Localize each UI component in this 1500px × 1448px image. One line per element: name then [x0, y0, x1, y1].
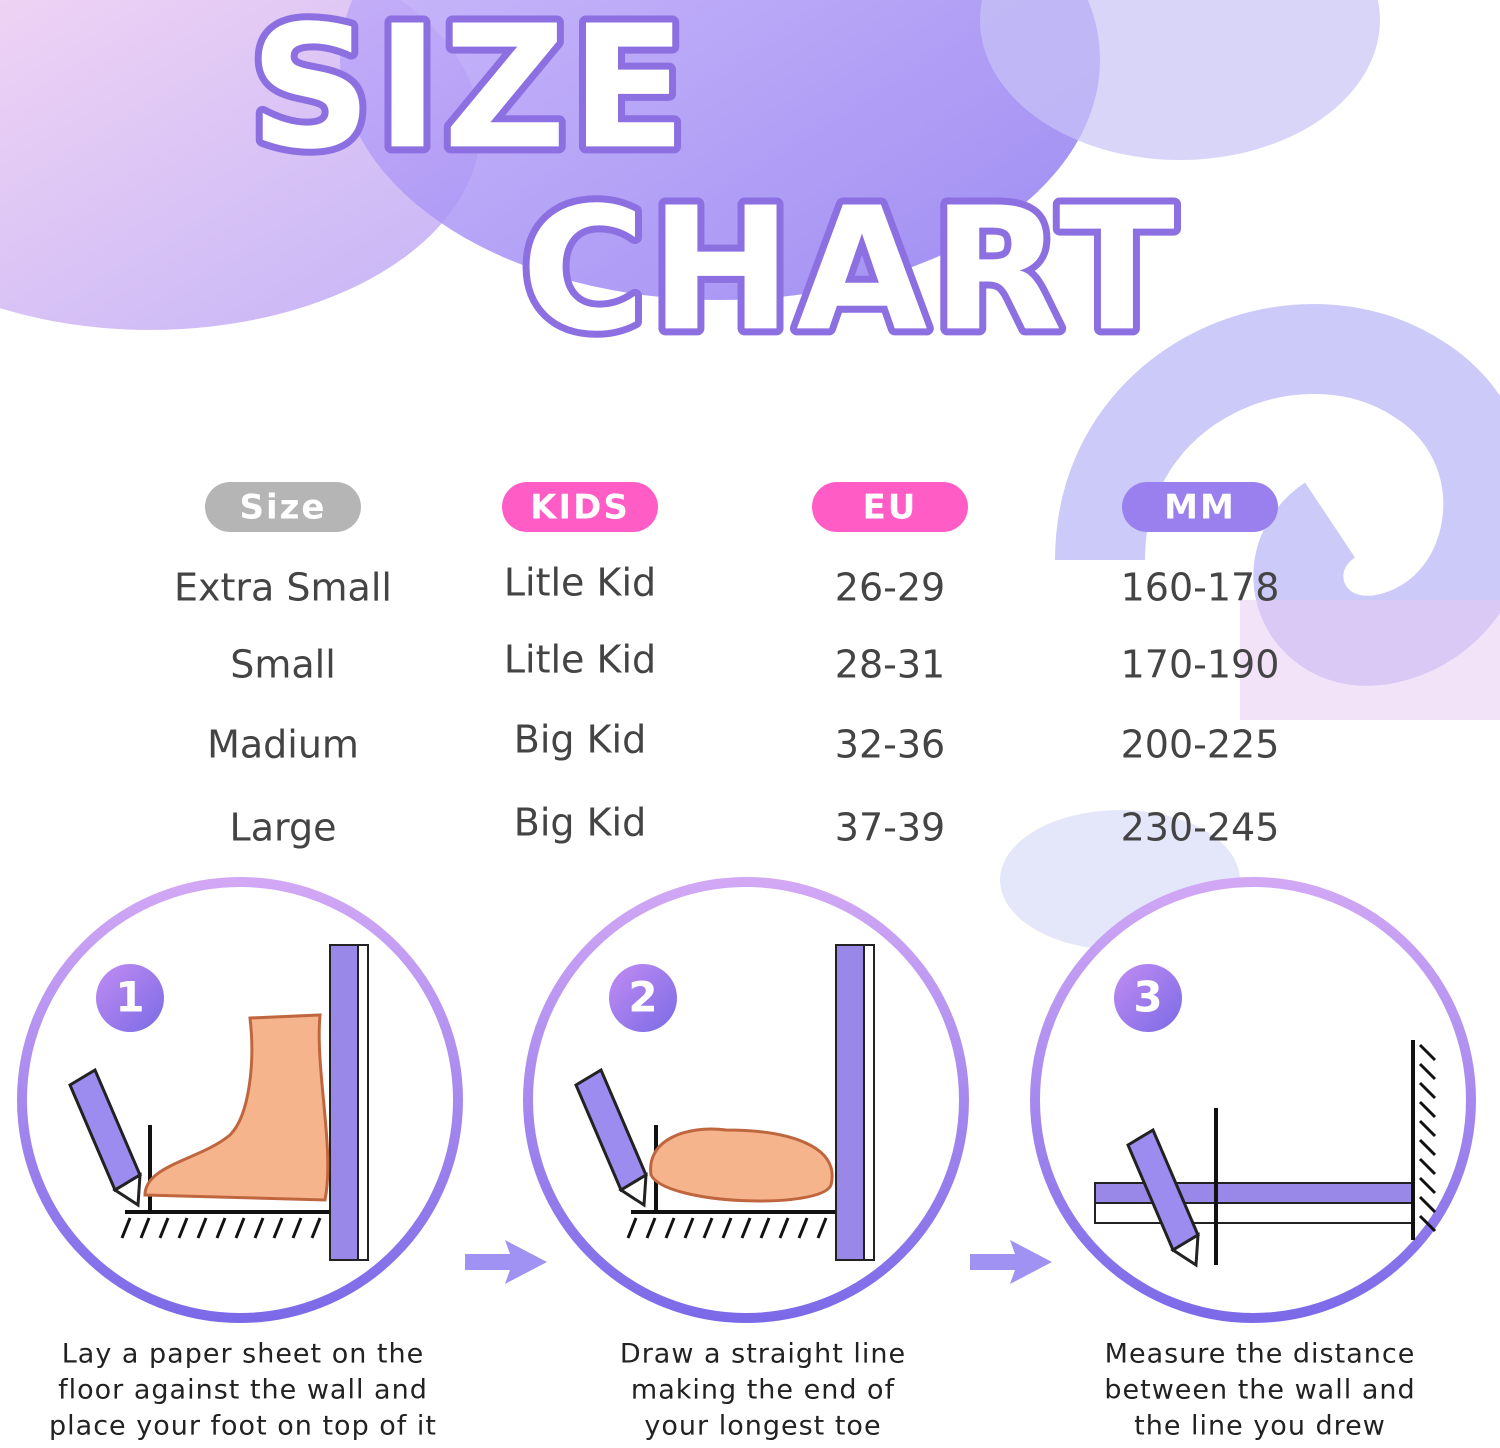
- table-cell: Large: [230, 806, 337, 850]
- step-badge: [96, 964, 164, 1032]
- header-label: KIDS: [530, 488, 630, 528]
- ruler-edge: [357, 944, 369, 1261]
- hatch: [1418, 1176, 1437, 1195]
- hatch: [1418, 1062, 1437, 1081]
- step-caption: the line you drew: [1134, 1411, 1386, 1442]
- hatch: [626, 1217, 638, 1239]
- arrow: [970, 1240, 1052, 1284]
- hatch: [702, 1217, 714, 1239]
- step-caption: place your foot on top of it: [49, 1411, 437, 1442]
- hatch: [253, 1217, 265, 1239]
- hatch: [177, 1217, 189, 1239]
- step-number: 3: [1133, 973, 1162, 1022]
- step-caption: making the end of: [631, 1375, 896, 1406]
- ruler-scale: [1094, 1182, 1414, 1204]
- header-pill: [1122, 482, 1278, 532]
- header-label: EU: [863, 488, 918, 528]
- hatch: [816, 1217, 828, 1239]
- step-badge: [1114, 964, 1182, 1032]
- table-cell: Madium: [207, 723, 359, 767]
- table-cell: 230-245: [1121, 806, 1280, 850]
- step: 2 Draw a straight line making the end of yo…: [523, 877, 969, 1442]
- hatch: [215, 1217, 227, 1239]
- header-label: Size: [240, 488, 327, 528]
- hatch: [759, 1217, 771, 1239]
- step: 3 Measure the distance between the wall an…: [1030, 877, 1476, 1442]
- hatch: [1418, 1100, 1437, 1119]
- hatch: [272, 1217, 284, 1239]
- hatch: [158, 1217, 170, 1239]
- foot: [143, 1013, 330, 1202]
- table-cell: Small: [230, 643, 336, 687]
- hatch: [797, 1217, 809, 1239]
- header-pill: [205, 482, 361, 532]
- table-cell: 32-36: [835, 723, 945, 767]
- step-caption: your longest toe: [644, 1411, 881, 1442]
- hatch: [778, 1217, 790, 1239]
- hatch: [310, 1217, 322, 1239]
- hatch: [645, 1217, 657, 1239]
- table-cell: Litle Kid: [504, 638, 656, 682]
- step: 1 Lay a paper sheet on the floor against t…: [17, 877, 463, 1442]
- table-cell: Big Kid: [514, 801, 646, 845]
- hatch: [1418, 1081, 1437, 1100]
- pencil-tip: [618, 1172, 648, 1208]
- pencil-tip: [112, 1172, 142, 1208]
- ruler-edge: [863, 944, 875, 1261]
- size-table: Size KIDS EU MM Extra Small Litle Kid 26-29 160…: [174, 482, 1279, 850]
- hatch: [196, 1217, 208, 1239]
- table-cell: 200-225: [1121, 723, 1280, 767]
- title-line2: CHART: [521, 171, 1179, 369]
- table-cell: 160-178: [1121, 566, 1280, 610]
- header-pill: [502, 482, 658, 532]
- hatch: [721, 1217, 733, 1239]
- foot: [649, 1127, 834, 1203]
- table-cell: 26-29: [835, 566, 945, 610]
- hatch: [1418, 1214, 1437, 1233]
- table-cell: 170-190: [1121, 643, 1280, 687]
- hatch: [740, 1217, 752, 1239]
- hatch: [1418, 1138, 1437, 1157]
- hatch: [1418, 1043, 1437, 1062]
- hatch: [1418, 1119, 1437, 1138]
- table-cell: Big Kid: [514, 718, 646, 762]
- hatch: [291, 1217, 303, 1239]
- steps: 1 Lay a paper sheet on the floor against t…: [17, 877, 1476, 1442]
- header-label: MM: [1164, 488, 1236, 528]
- hatch: [1418, 1157, 1437, 1176]
- step-badge: [609, 964, 677, 1032]
- table-cell: 28-31: [835, 643, 945, 687]
- header-pill: [812, 482, 968, 532]
- hatch: [683, 1217, 695, 1239]
- step-caption: Measure the distance: [1105, 1339, 1416, 1370]
- step-number: 1: [115, 973, 144, 1022]
- table-cell: Extra Small: [174, 566, 392, 610]
- table-cell: 37-39: [835, 806, 945, 850]
- table-cell: Litle Kid: [504, 561, 656, 605]
- step-circle: [1030, 877, 1476, 1323]
- arrow: [465, 1240, 547, 1284]
- hatch: [664, 1217, 676, 1239]
- hatch: [120, 1217, 132, 1239]
- step-caption: floor against the wall and: [58, 1375, 428, 1406]
- step-number: 2: [628, 973, 657, 1022]
- step-caption: Lay a paper sheet on the: [62, 1339, 425, 1370]
- hatch: [139, 1217, 151, 1239]
- hatch: [1418, 1195, 1437, 1214]
- step-caption: Draw a straight line: [620, 1339, 906, 1370]
- background: [0, 0, 1500, 950]
- title-line1: SIZE: [249, 0, 690, 187]
- pencil-tip: [1170, 1232, 1200, 1268]
- step-caption: between the wall and: [1104, 1375, 1415, 1406]
- hatch: [234, 1217, 246, 1239]
